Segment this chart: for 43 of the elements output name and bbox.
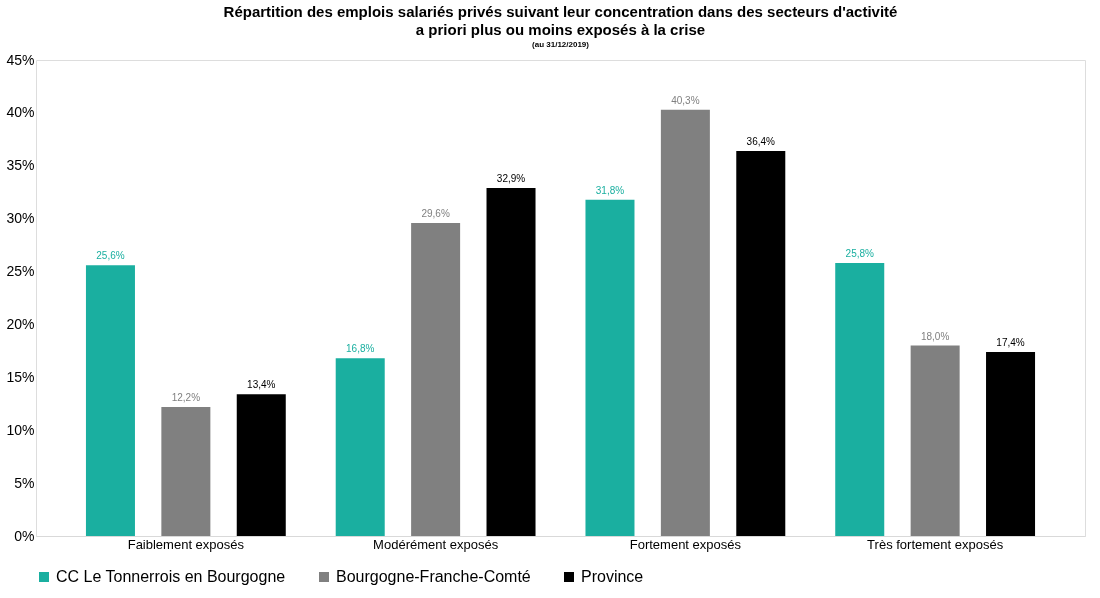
chart-title: Répartition des emplois salariés privés suivant leur concentration dans des secteurs d'activité a priori plus ou moins exposés à la crise [223, 3, 898, 38]
y-tick-label: 35% [6, 157, 35, 174]
y-tick-label: 5% [14, 474, 35, 491]
legend-label: Bourgogne-Franche-Comté [336, 568, 531, 585]
data-label: 16,8% [346, 343, 375, 355]
bar [736, 150, 786, 536]
bar [236, 394, 286, 536]
x-tick-label: Modérément exposés [373, 536, 499, 552]
y-tick-label: 15% [6, 368, 35, 385]
bar [85, 265, 135, 536]
data-label: 29,6% [421, 207, 450, 219]
data-label: 25,6% [96, 250, 125, 262]
bar [585, 199, 635, 536]
bar [161, 406, 211, 536]
bar [986, 351, 1036, 536]
bar [660, 109, 710, 536]
x-tick-label: Faiblement exposés [127, 536, 245, 552]
bar [335, 358, 385, 536]
bar [835, 263, 885, 536]
y-tick-label: 40% [6, 104, 35, 121]
chart-subtitle: (au 31/12/2019) [532, 40, 590, 49]
data-label: 12,2% [171, 391, 201, 403]
x-tick-label: Très fortement exposés [867, 536, 1004, 552]
bar [411, 222, 461, 536]
data-label: 40,3% [671, 94, 700, 106]
data-label: 25,8% [845, 248, 875, 260]
y-tick-label: 10% [6, 421, 35, 438]
data-label: 18,0% [920, 330, 950, 342]
bar [486, 187, 536, 536]
data-label: 32,9% [496, 172, 526, 184]
legend-label: Province [581, 568, 644, 585]
data-label: 17,4% [996, 336, 1025, 348]
data-label: 31,8% [595, 184, 625, 196]
y-tick-label: 20% [6, 315, 35, 332]
data-label: 36,4% [746, 135, 776, 147]
bar [910, 345, 960, 536]
data-label: 13,4% [247, 379, 276, 391]
y-tick-label: 0% [14, 527, 35, 544]
y-tick-label: 30% [6, 210, 35, 227]
y-tick-label: 25% [6, 263, 35, 280]
y-tick-label: 45% [6, 51, 35, 68]
x-tick-label: Fortement exposés [629, 536, 742, 552]
legend-label: CC Le Tonnerrois en Bourgogne [56, 568, 286, 585]
